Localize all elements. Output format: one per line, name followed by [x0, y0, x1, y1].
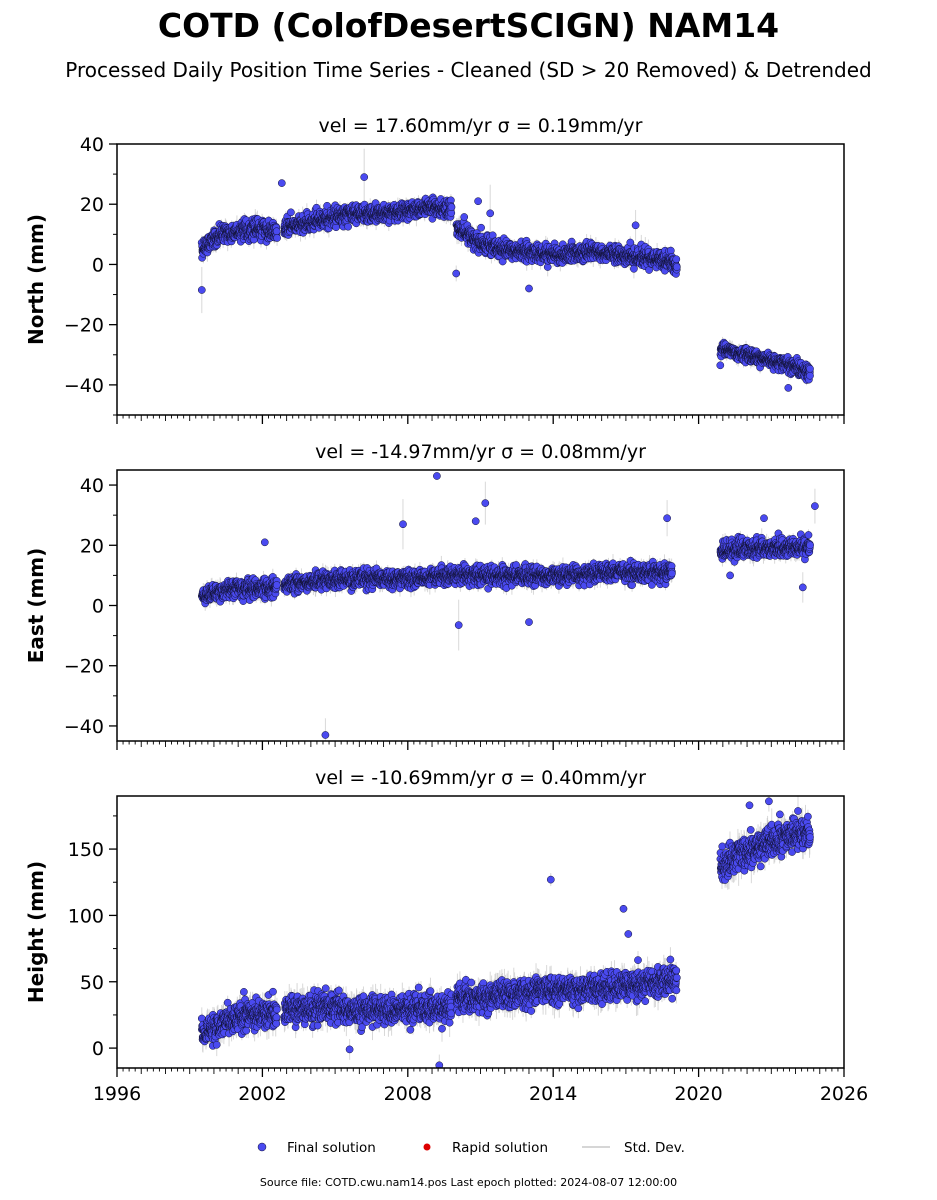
ytick-label: −20 [64, 315, 104, 337]
data-point [287, 208, 295, 217]
panel-east: vel = -14.97mm/yr σ = 0.08mm/yr East (mm)… [24, 441, 845, 750]
data-point [525, 284, 533, 293]
data-point [272, 227, 281, 236]
panel-title-east: vel = -14.97mm/yr σ = 0.08mm/yr [315, 441, 646, 463]
data-point [447, 203, 456, 211]
data-point [344, 222, 352, 231]
data-point [273, 234, 281, 242]
ytick-label: 40 [80, 134, 104, 156]
plot-frame-north [116, 143, 845, 416]
data-point [360, 173, 369, 181]
panel-title-north: vel = 17.60mm/yr σ = 0.19mm/yr [319, 115, 643, 137]
data-point [806, 371, 814, 380]
data-point [672, 255, 681, 264]
data-point [460, 213, 469, 221]
series-final-solution-north [197, 148, 814, 392]
ytick-label: −40 [64, 375, 104, 397]
data-point [486, 209, 495, 218]
data-point [452, 269, 461, 278]
data-point [474, 197, 482, 206]
ytick-label: 20 [80, 194, 104, 216]
data-point [277, 179, 286, 187]
data-point [197, 286, 206, 294]
data-point [716, 361, 725, 370]
series-final-solution-east [198, 472, 819, 741]
chart-title: COTD (ColofDesertSCIGN) NAM14 [157, 6, 780, 45]
data-point [672, 263, 681, 271]
ylabel-north: North (mm) [24, 214, 48, 345]
data-point [630, 264, 638, 273]
data-point [806, 364, 814, 373]
data-point [477, 223, 485, 232]
data-point [666, 246, 675, 255]
chart-subtitle: Processed Daily Position Time Series - C… [65, 58, 872, 82]
data-point [784, 384, 793, 392]
ytick-label: 0 [92, 254, 104, 276]
panel-north: vel = 17.60mm/yr σ = 0.19mm/yr North (mm)… [24, 115, 845, 424]
ylabel-east: East (mm) [24, 548, 48, 664]
data-point [626, 238, 635, 247]
data-point [631, 221, 640, 230]
